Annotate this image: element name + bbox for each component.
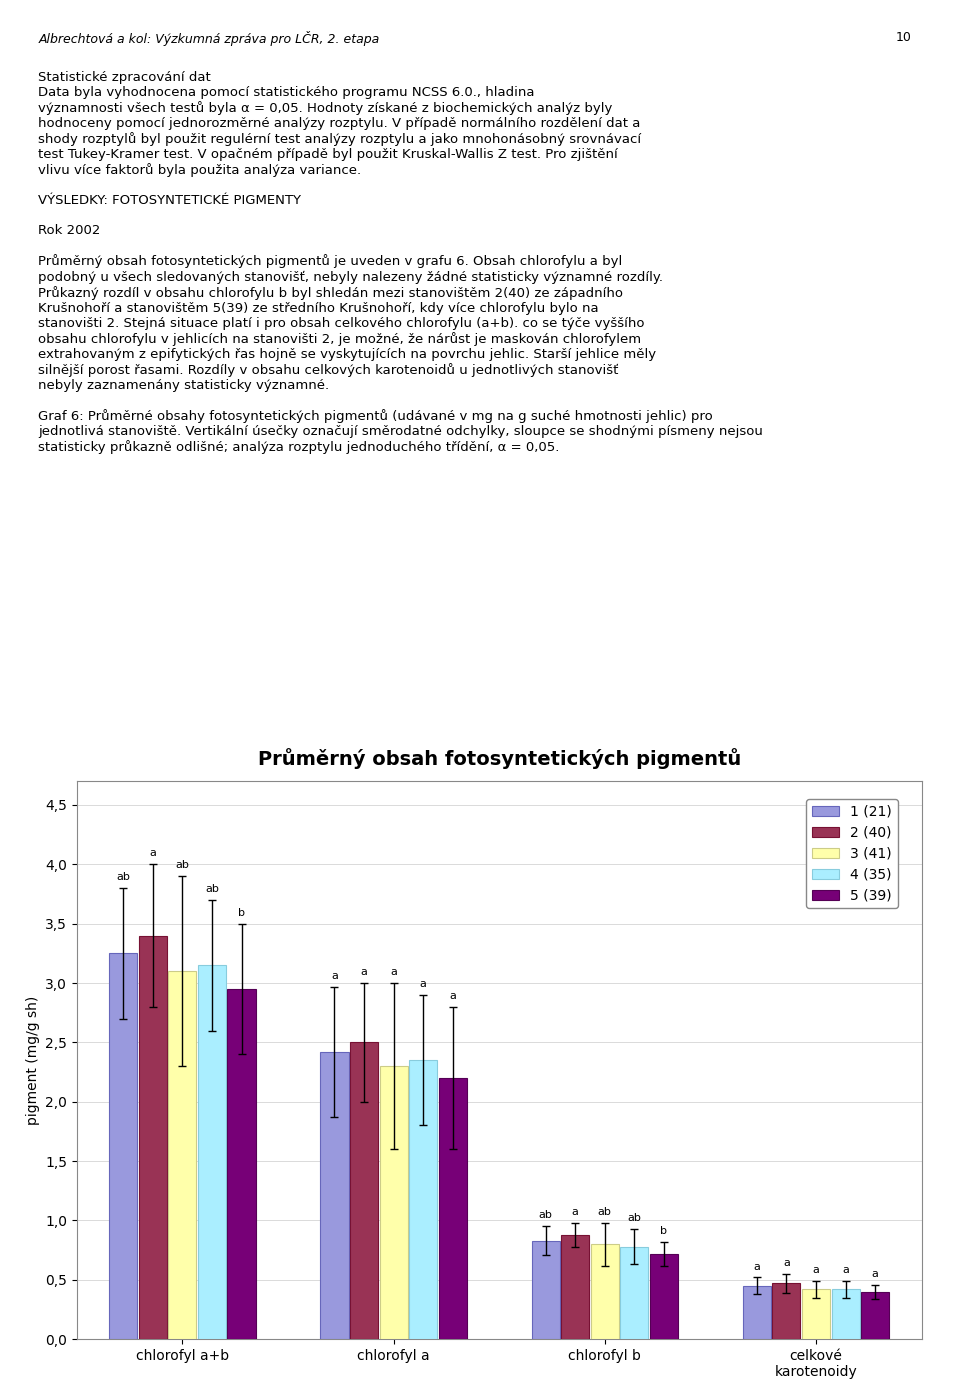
Y-axis label: pigment (mg/g sh): pigment (mg/g sh) <box>26 996 39 1124</box>
Text: ab: ab <box>539 1211 553 1221</box>
Bar <box>831 1289 859 1339</box>
Bar <box>773 1283 801 1339</box>
Text: a: a <box>872 1268 878 1279</box>
Bar <box>350 1042 378 1339</box>
Bar <box>379 1066 408 1339</box>
Title: Průměrný obsah fotosyntetických pigmentů: Průměrný obsah fotosyntetických pigmentů <box>257 748 741 769</box>
Text: ab: ab <box>176 861 189 870</box>
Text: a: a <box>420 979 426 989</box>
Text: ab: ab <box>116 872 131 882</box>
Bar <box>139 936 167 1339</box>
Text: a: a <box>812 1265 820 1275</box>
Bar <box>198 965 226 1339</box>
Bar <box>590 1244 619 1339</box>
Text: a: a <box>783 1258 790 1268</box>
Text: b: b <box>660 1226 667 1236</box>
Bar <box>802 1289 830 1339</box>
Text: a: a <box>331 971 338 981</box>
Text: Statistické zpracování dat
Data byla vyhodnocena pomocí statistického programu N: Statistické zpracování dat Data byla vyh… <box>38 56 763 455</box>
Bar <box>109 953 137 1339</box>
Bar <box>620 1247 648 1339</box>
Bar <box>861 1292 889 1339</box>
Bar <box>562 1235 589 1339</box>
Bar <box>321 1052 348 1339</box>
Bar <box>228 989 255 1339</box>
Text: a: a <box>449 990 456 1000</box>
Bar <box>743 1286 771 1339</box>
Text: b: b <box>238 908 245 918</box>
Bar <box>409 1060 437 1339</box>
Text: a: a <box>572 1207 579 1216</box>
Text: a: a <box>361 967 368 976</box>
Text: ab: ab <box>598 1207 612 1216</box>
Bar <box>532 1240 560 1339</box>
Bar <box>650 1254 678 1339</box>
Text: ab: ab <box>205 884 219 894</box>
Text: a: a <box>754 1261 760 1271</box>
Text: ab: ab <box>628 1212 641 1223</box>
Text: a: a <box>390 967 397 976</box>
Text: Albrechtová a kol: Výzkumná zpráva pro LČR, 2. etapa: Albrechtová a kol: Výzkumná zpráva pro L… <box>38 31 379 46</box>
Text: 10: 10 <box>896 31 912 43</box>
Legend: 1 (21), 2 (40), 3 (41), 4 (35), 5 (39): 1 (21), 2 (40), 3 (41), 4 (35), 5 (39) <box>806 799 898 908</box>
Text: a: a <box>842 1265 849 1275</box>
Text: a: a <box>150 848 156 858</box>
Bar <box>439 1078 467 1339</box>
Bar <box>168 971 197 1339</box>
